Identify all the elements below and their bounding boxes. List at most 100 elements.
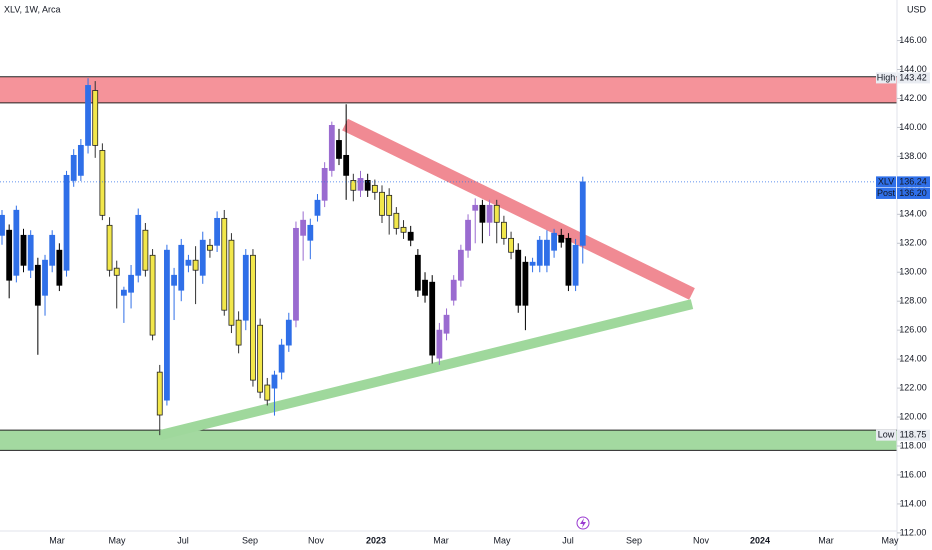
candle-body <box>328 125 335 171</box>
trendlines <box>158 118 695 441</box>
candle-body <box>142 229 149 271</box>
candle-body <box>221 217 228 311</box>
candle-body <box>343 154 350 176</box>
candle-body <box>63 174 70 271</box>
candle-body <box>92 90 99 146</box>
candle-body <box>465 219 471 251</box>
candle-body <box>228 239 235 326</box>
x-tick-label: Nov <box>693 535 710 545</box>
candle-body <box>529 261 536 266</box>
zones <box>0 76 897 451</box>
price-label-name: Post <box>877 188 896 198</box>
candle-body <box>99 150 106 216</box>
candle-body <box>436 329 443 359</box>
axes: 112.00 114.00 116.00 118.00 120.00 122.00 124.… <box>0 35 930 545</box>
candle-body <box>400 226 407 233</box>
y-tick-label: 130.00 <box>899 267 927 277</box>
y-tick-label: 122.00 <box>899 382 927 392</box>
candle-body <box>300 219 307 236</box>
x-tick-label: 2024 <box>750 535 770 545</box>
candle-body <box>156 371 163 416</box>
candle-body <box>199 239 206 276</box>
candle-body <box>85 85 91 146</box>
zone <box>0 76 897 103</box>
candle-body <box>508 237 514 253</box>
y-tick-label: 140.00 <box>899 122 927 132</box>
candle-body <box>422 279 428 296</box>
price-label-tag <box>876 72 896 84</box>
candle-body <box>558 234 565 243</box>
candle-body <box>314 199 321 216</box>
candle-body <box>192 259 199 271</box>
candle-body <box>285 319 292 346</box>
candle-body <box>321 168 328 201</box>
candle-body <box>242 254 249 321</box>
candle-body <box>486 204 493 223</box>
candle-body <box>235 319 242 346</box>
candle-body <box>278 344 285 373</box>
x-tick-label: Mar <box>49 535 65 545</box>
price-label-value: 143.42 <box>899 72 927 82</box>
y-tick-label: 116.00 <box>900 469 927 479</box>
candle-body <box>429 281 436 356</box>
candle-body <box>120 289 127 296</box>
candle-body <box>407 231 414 241</box>
y-tick-label: 118.00 <box>900 440 927 450</box>
y-tick-label: 146.00 <box>899 35 927 45</box>
candle-body <box>77 144 84 176</box>
candle-body <box>171 274 177 286</box>
candle-body <box>207 244 213 251</box>
trendline <box>158 299 694 441</box>
y-tick-label: 132.00 <box>899 238 927 248</box>
zone <box>0 430 897 451</box>
chart-title: XLV, 1W, Arca <box>4 4 61 14</box>
candle-body <box>386 194 393 216</box>
y-tick-label: 134.00 <box>899 209 927 219</box>
candle-body <box>500 221 507 239</box>
candle-body <box>106 224 113 271</box>
event-icon[interactable] <box>576 516 590 530</box>
x-tick-label: 2023 <box>366 535 386 545</box>
candle-body <box>472 204 479 211</box>
price-label-name: Low <box>878 430 895 440</box>
price-label-box <box>897 429 930 441</box>
candle-body <box>128 274 134 293</box>
currency: USD <box>907 4 927 14</box>
candle-body <box>271 374 278 389</box>
candle-body <box>450 279 457 301</box>
candle-body <box>264 384 271 401</box>
x-tick-label: Mar <box>433 535 449 545</box>
y-tick-label: 120.00 <box>899 411 927 421</box>
candle-body <box>293 227 299 321</box>
candle-body <box>522 261 529 306</box>
candle-body <box>544 239 550 266</box>
candle-body <box>135 214 142 276</box>
x-tick-label: May <box>108 535 126 545</box>
price-label-box <box>897 176 930 188</box>
candle-body <box>34 264 41 306</box>
candle-body <box>579 181 586 246</box>
candle-body <box>49 234 56 266</box>
price-label-tag <box>876 176 896 188</box>
candle-body <box>551 232 557 251</box>
candle-body <box>572 244 579 286</box>
y-tick-label: 138.00 <box>899 151 927 161</box>
x-tick-label: Mar <box>818 535 834 545</box>
price-label-tag <box>876 429 896 441</box>
price-label-name: XLV <box>878 176 894 186</box>
price-label-tag <box>876 187 896 199</box>
candle-body <box>364 180 371 191</box>
y-tick-label: 112.00 <box>900 527 927 537</box>
y-tick-label: 126.00 <box>899 325 927 335</box>
candle-body <box>457 249 464 281</box>
candle-body <box>493 204 500 223</box>
candle-body <box>443 314 450 334</box>
candle-body <box>336 140 342 159</box>
y-tick-label: 144.00 <box>899 64 927 74</box>
y-tick-label: 142.00 <box>899 93 927 103</box>
price-label-box <box>897 72 930 84</box>
candle-body <box>250 254 256 381</box>
candles <box>0 78 586 436</box>
y-tick-label: 114.00 <box>900 498 927 508</box>
